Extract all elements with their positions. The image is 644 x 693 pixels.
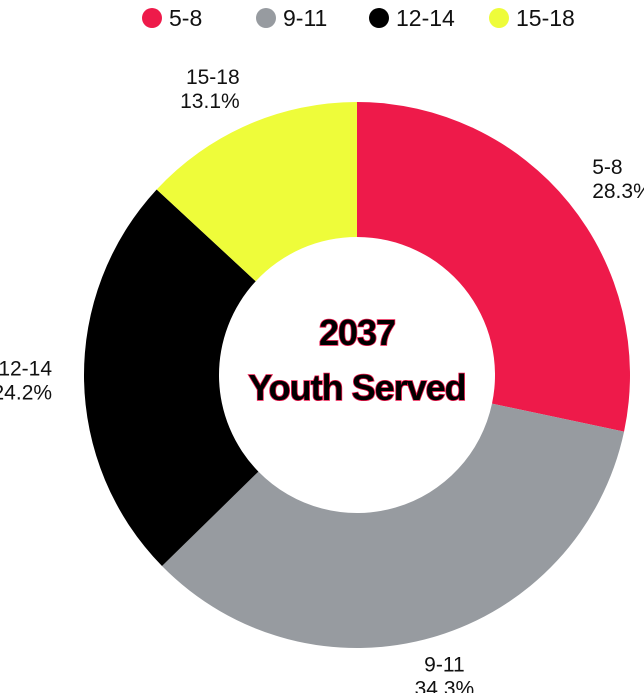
slices <box>83 101 630 648</box>
slice-label-value: 34.3% <box>415 678 475 693</box>
center-label: 2037 Youth Served <box>248 311 468 409</box>
slice-label-category: 5-8 <box>592 156 622 179</box>
legend-item: 5-8 <box>142 5 202 31</box>
legend-label: 9-11 <box>283 5 327 31</box>
legend-label: 5-8 <box>169 5 202 31</box>
center-total: 2037 <box>319 312 395 353</box>
slice-label-category: 12-14 <box>0 357 52 380</box>
slice-label-category: 15-18 <box>186 66 240 89</box>
legend-swatch <box>142 8 162 28</box>
slice-12-14 <box>83 189 259 567</box>
slice-label-value: 13.1% <box>180 90 240 113</box>
legend-swatch <box>369 8 389 28</box>
slice-9-11 <box>161 403 625 648</box>
center-caption: Youth Served <box>248 367 465 408</box>
slice-label-category: 9-11 <box>424 654 464 677</box>
legend-item: 9-11 <box>256 5 327 31</box>
legend-swatch <box>489 8 509 28</box>
slice-15-18 <box>156 101 357 282</box>
slice-5-8 <box>357 102 630 432</box>
slice-label-value: 28.3% <box>592 180 644 203</box>
legend-swatch <box>256 8 276 28</box>
legend: 5-8 9-11 12-14 15-18 <box>142 5 575 31</box>
legend-label: 15-18 <box>516 5 575 31</box>
legend-item: 15-18 <box>489 5 575 31</box>
legend-label: 12-14 <box>396 5 455 31</box>
legend-item: 12-14 <box>369 5 455 31</box>
slice-label-value: 24.2% <box>0 381 52 404</box>
